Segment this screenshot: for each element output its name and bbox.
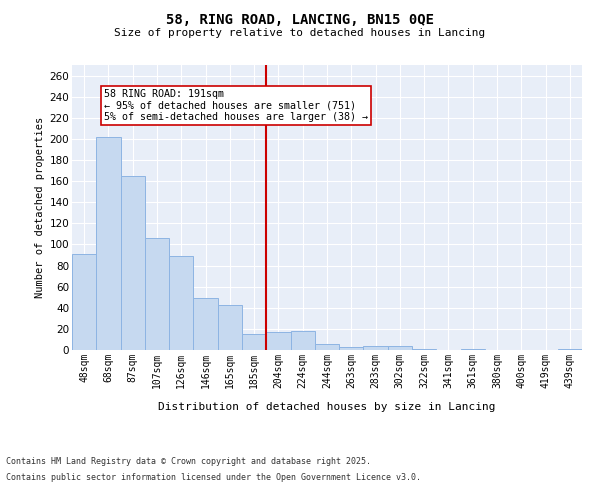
Bar <box>145 238 169 350</box>
Bar <box>388 346 412 350</box>
Bar <box>169 256 193 350</box>
Bar <box>315 344 339 350</box>
Y-axis label: Number of detached properties: Number of detached properties <box>35 117 46 298</box>
Text: Contains public sector information licensed under the Open Government Licence v3: Contains public sector information licen… <box>6 472 421 482</box>
Text: Contains HM Land Registry data © Crown copyright and database right 2025.: Contains HM Land Registry data © Crown c… <box>6 458 371 466</box>
Bar <box>461 349 485 350</box>
Bar <box>364 346 388 350</box>
Bar <box>266 332 290 350</box>
Bar <box>218 304 242 350</box>
Text: 58 RING ROAD: 191sqm
← 95% of detached houses are smaller (751)
5% of semi-detac: 58 RING ROAD: 191sqm ← 95% of detached h… <box>104 90 368 122</box>
Bar <box>290 331 315 350</box>
Bar <box>558 349 582 350</box>
Text: 58, RING ROAD, LANCING, BN15 0QE: 58, RING ROAD, LANCING, BN15 0QE <box>166 12 434 26</box>
Bar <box>96 137 121 350</box>
Bar <box>242 334 266 350</box>
Bar <box>121 176 145 350</box>
Bar <box>339 347 364 350</box>
Bar <box>412 349 436 350</box>
Bar <box>72 254 96 350</box>
Text: Size of property relative to detached houses in Lancing: Size of property relative to detached ho… <box>115 28 485 38</box>
Bar <box>193 298 218 350</box>
Text: Distribution of detached houses by size in Lancing: Distribution of detached houses by size … <box>158 402 496 412</box>
